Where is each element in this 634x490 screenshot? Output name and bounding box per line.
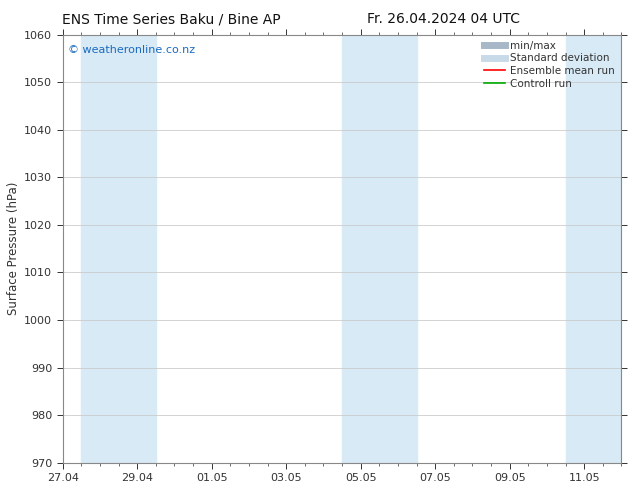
Text: ENS Time Series Baku / Bine AP: ENS Time Series Baku / Bine AP	[62, 12, 280, 26]
Y-axis label: Surface Pressure (hPa): Surface Pressure (hPa)	[7, 182, 20, 315]
Bar	[342, 35, 417, 463]
Bar	[81, 35, 156, 463]
Text: Fr. 26.04.2024 04 UTC: Fr. 26.04.2024 04 UTC	[367, 12, 521, 26]
Text: © weatheronline.co.nz: © weatheronline.co.nz	[68, 45, 195, 55]
Legend: min/max, Standard deviation, Ensemble mean run, Controll run: min/max, Standard deviation, Ensemble me…	[481, 37, 619, 93]
Bar	[566, 35, 621, 463]
